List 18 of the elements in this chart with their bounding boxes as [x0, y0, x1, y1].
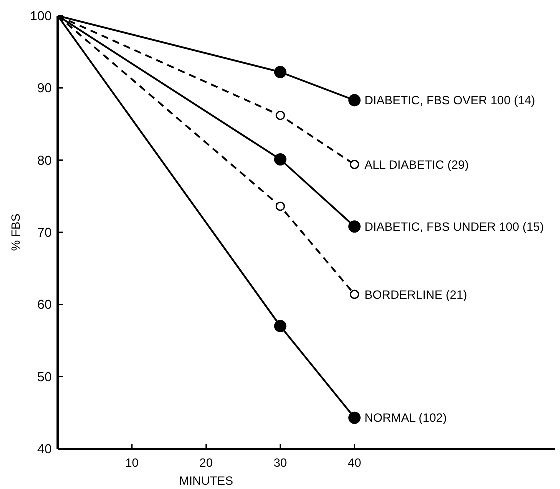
x-tick-label: 30: [274, 456, 288, 470]
y-tick-label: 80: [38, 152, 52, 168]
x-tick-label: 40: [348, 456, 362, 470]
y-tick-label: 40: [38, 442, 52, 457]
y-tick-label: 60: [38, 297, 52, 312]
series-label: ALL DIABETIC (29): [364, 158, 469, 172]
series-label: NORMAL (102): [364, 411, 447, 426]
y-axis-title: % FBS: [9, 214, 23, 252]
series-label: DIABETIC, FBS OVER 100 (14): [364, 94, 536, 108]
series-label: BORDERLINE (21): [364, 288, 468, 302]
y-tick-label: 50: [38, 369, 52, 384]
x-tick-label: 20: [200, 456, 214, 470]
y-tick-label: 70: [38, 225, 52, 240]
y-tick-label: 100: [30, 8, 52, 24]
series-label: DIABETIC, FBS UNDER 100 (15): [364, 220, 544, 234]
x-axis-title: MINUTES: [179, 474, 234, 488]
y-tick-label: 90: [38, 80, 52, 96]
x-tick-label: 10: [126, 456, 140, 470]
